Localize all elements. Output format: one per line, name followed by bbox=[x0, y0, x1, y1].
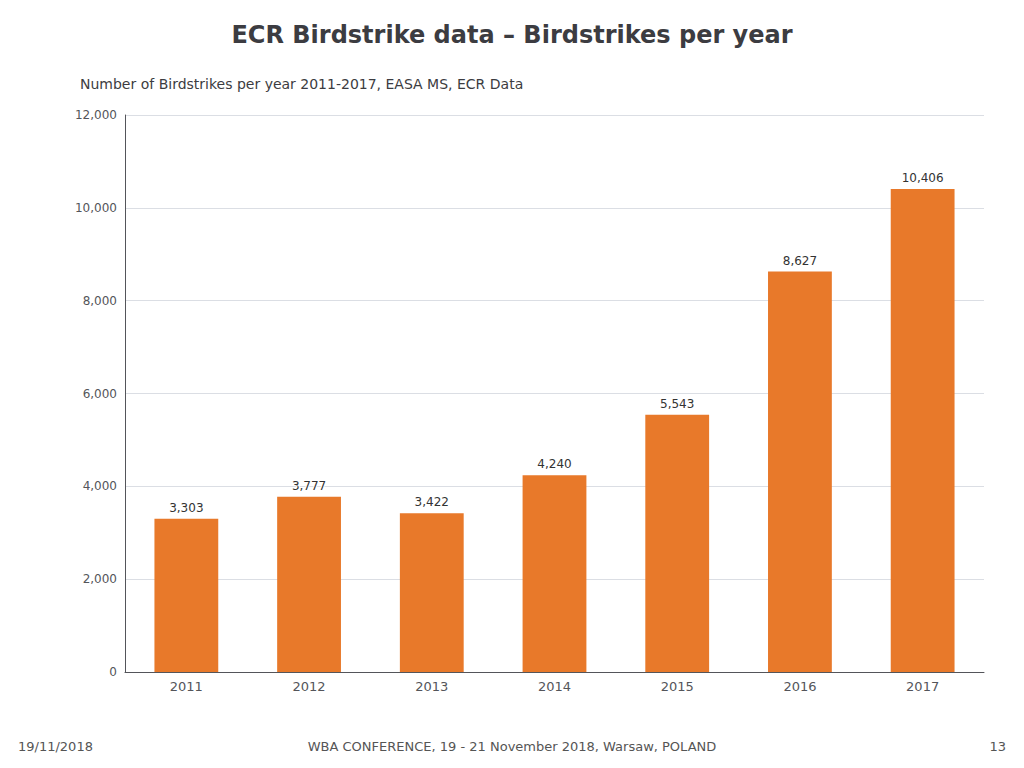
svg-text:ECR Birdstrike data – Birdstri: ECR Birdstrike data – Birdstrikes per ye… bbox=[231, 21, 792, 49]
svg-text:12,000: 12,000 bbox=[75, 108, 117, 122]
svg-text:2014: 2014 bbox=[538, 679, 571, 694]
svg-text:0: 0 bbox=[109, 665, 117, 679]
svg-text:8,000: 8,000 bbox=[83, 294, 117, 308]
svg-text:19/11/2018: 19/11/2018 bbox=[18, 739, 93, 754]
svg-text:10,406: 10,406 bbox=[902, 171, 944, 185]
svg-text:3,422: 3,422 bbox=[415, 495, 449, 509]
svg-text:2011: 2011 bbox=[170, 679, 203, 694]
svg-text:3,777: 3,777 bbox=[292, 479, 326, 493]
svg-text:3,303: 3,303 bbox=[169, 501, 203, 515]
svg-text:2017: 2017 bbox=[906, 679, 939, 694]
svg-text:WBA CONFERENCE, 19 - 21 Novemb: WBA CONFERENCE, 19 - 21 November 2018, W… bbox=[308, 739, 717, 754]
svg-text:2012: 2012 bbox=[293, 679, 326, 694]
svg-text:Number of Birdstrikes per year: Number of Birdstrikes per year 2011-2017… bbox=[80, 76, 523, 92]
svg-text:2016: 2016 bbox=[783, 679, 816, 694]
svg-text:6,000: 6,000 bbox=[83, 387, 117, 401]
svg-text:2013: 2013 bbox=[415, 679, 448, 694]
svg-text:2015: 2015 bbox=[661, 679, 694, 694]
svg-text:10,000: 10,000 bbox=[75, 201, 117, 215]
svg-text:8,627: 8,627 bbox=[783, 254, 817, 268]
svg-text:2,000: 2,000 bbox=[83, 572, 117, 586]
svg-text:5,543: 5,543 bbox=[660, 397, 694, 411]
svg-text:4,240: 4,240 bbox=[537, 457, 571, 471]
svg-text:4,000: 4,000 bbox=[83, 479, 117, 493]
svg-text:13: 13 bbox=[989, 739, 1006, 754]
